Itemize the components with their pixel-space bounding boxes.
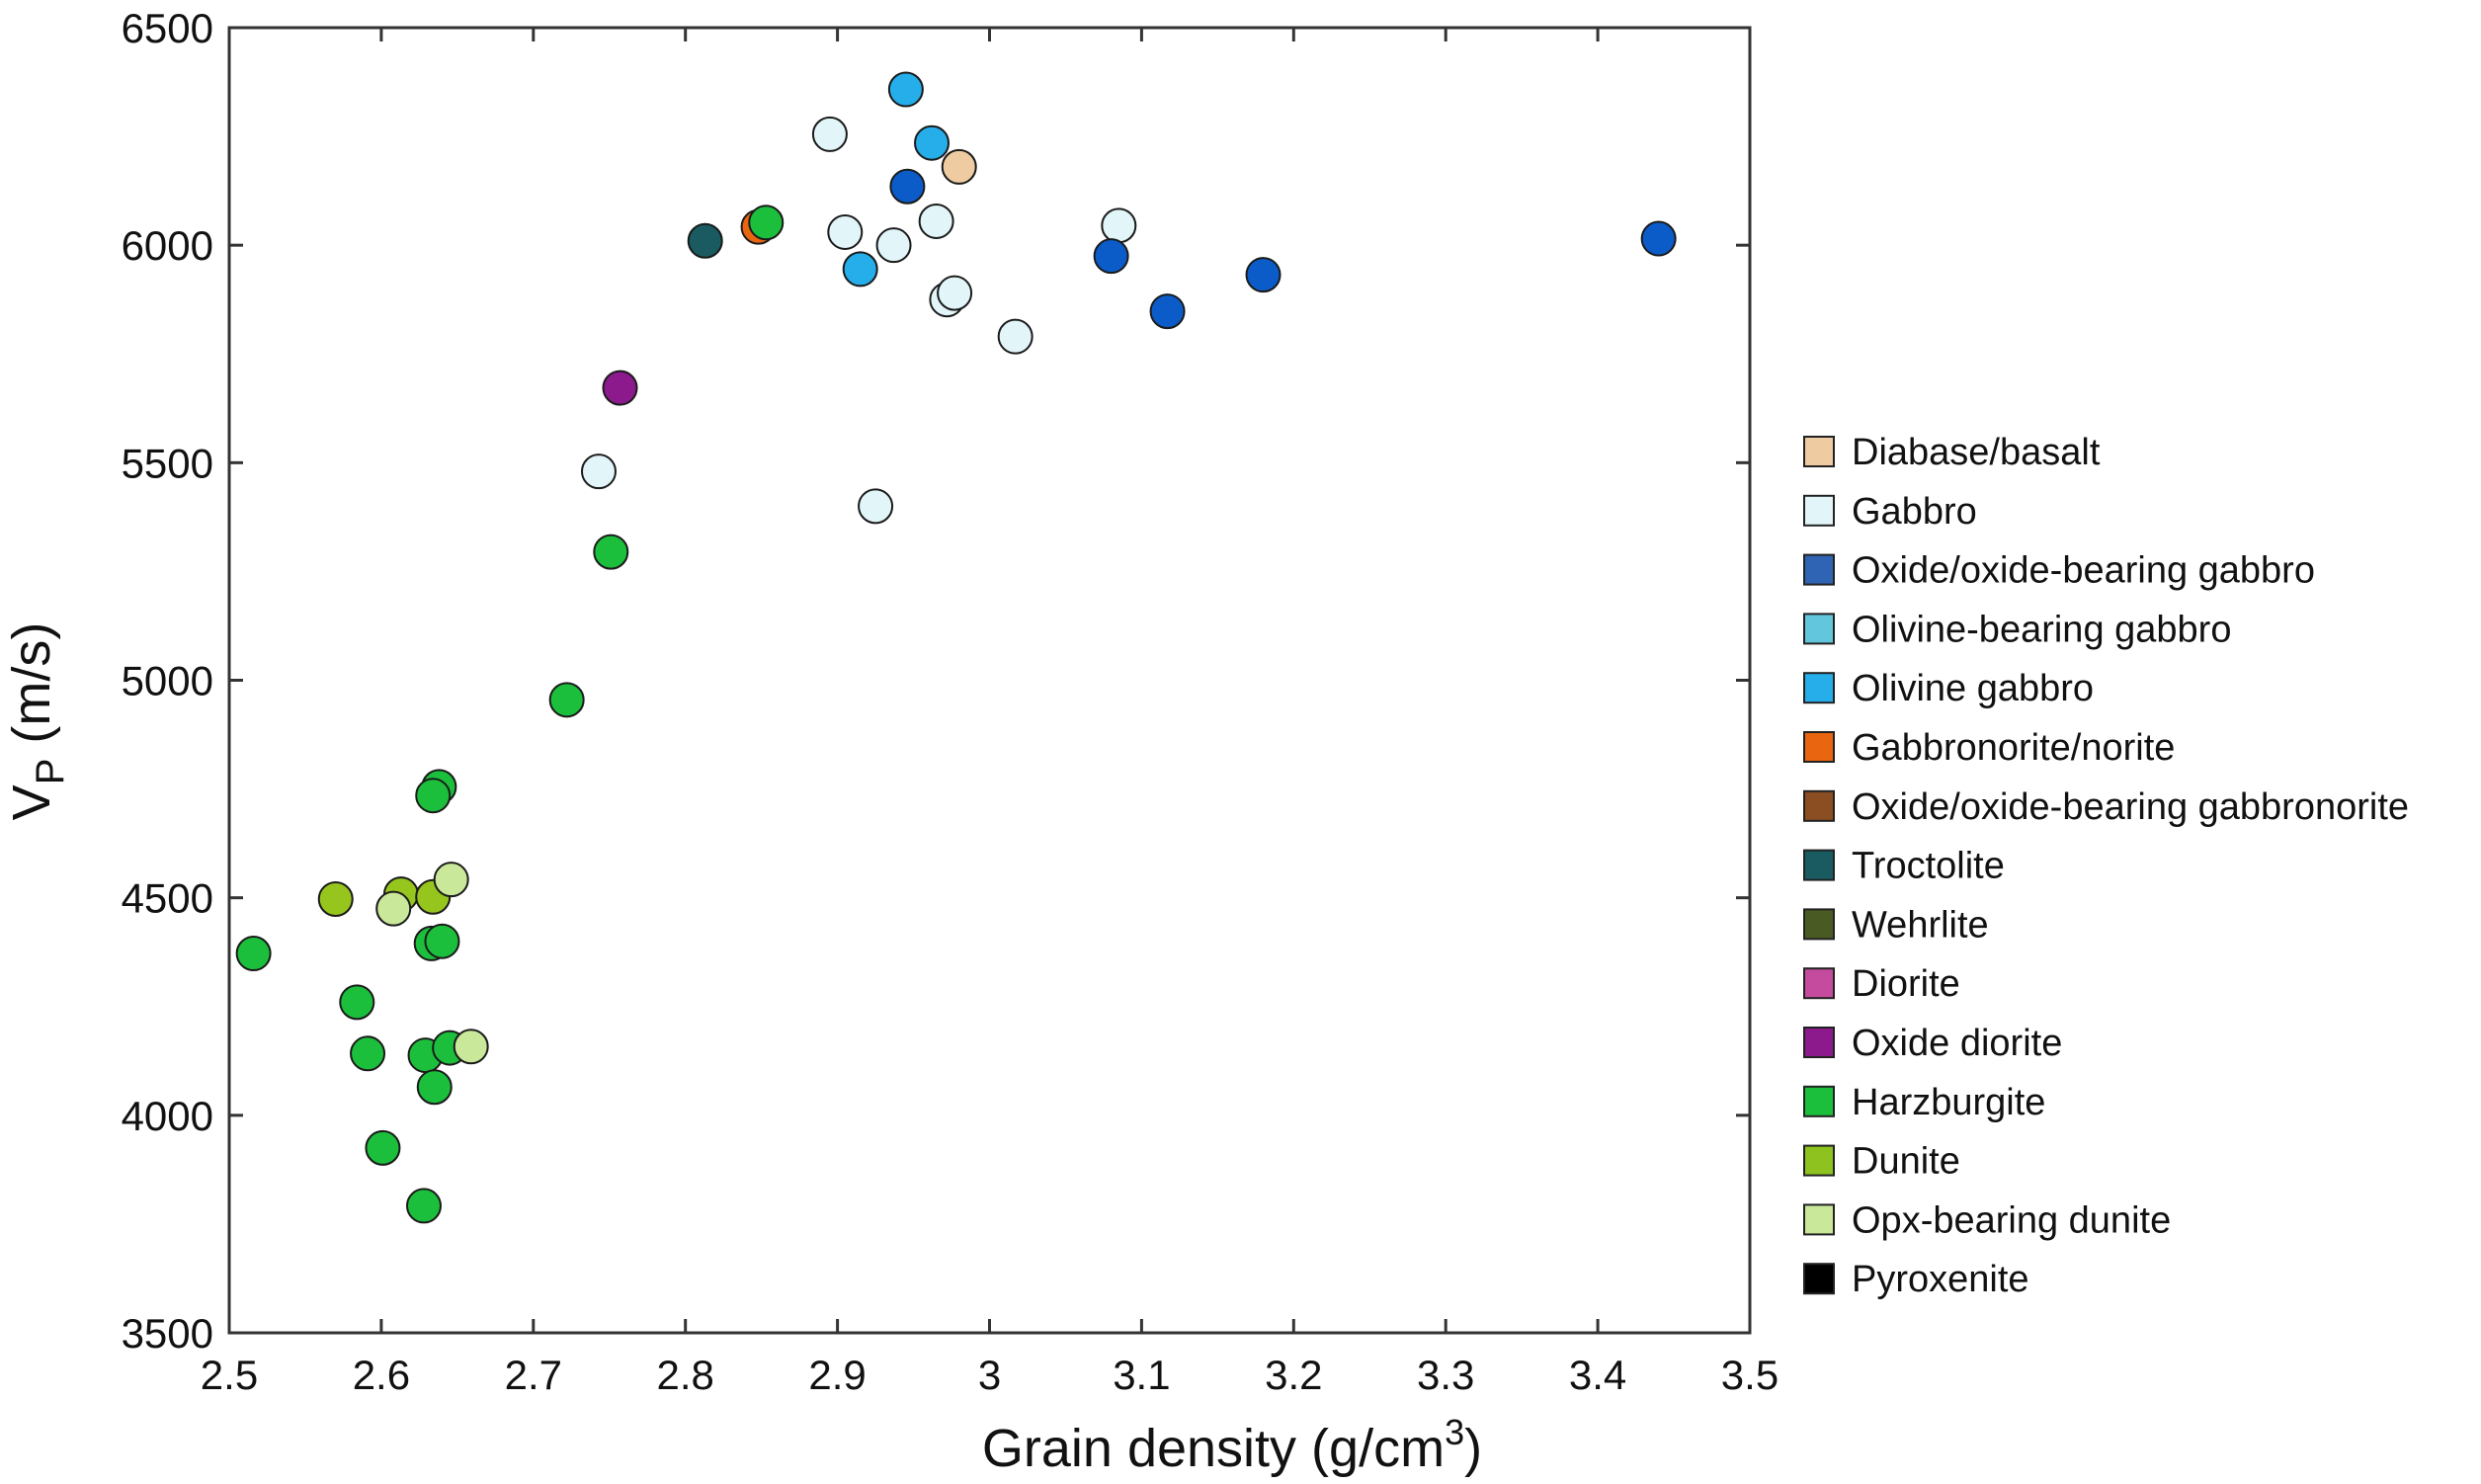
legend-label: Oxide/oxide-bearing gabbro [1852,550,2315,592]
x-tick-label: 3.2 [1265,1352,1322,1398]
legend-swatch [1803,1203,1835,1236]
data-point [997,318,1034,355]
y-tick-label: 6500 [122,5,213,51]
legend-label: Oxide/oxide-bearing gabbronorite [1852,786,2409,828]
y-axis-title: VP (m/s) [2,622,72,821]
legend-label: Dunite [1852,1141,1960,1183]
legend-swatch [1803,967,1835,1000]
data-point [548,682,585,718]
x-tick-label: 2.6 [353,1352,410,1398]
legend-label: Opx-bearing dunite [1852,1199,2171,1241]
y-tick-label: 5000 [122,658,213,704]
x-tick-label: 3.1 [1113,1352,1170,1398]
data-point [580,453,617,490]
legend-label: Troctolite [1852,846,2005,887]
data-point [1149,293,1186,330]
legend-label: Olivine-bearing gabbro [1852,609,2231,650]
data-point [1245,257,1282,293]
data-point [887,71,924,108]
data-point [889,168,926,205]
plot-area-frame [227,26,1752,1335]
legend-label: Harzburgite [1852,1082,2045,1123]
data-point [811,116,848,152]
legend-label: Diorite [1852,963,1960,1005]
legend-label: Oxide diorite [1852,1023,2062,1064]
x-tick-label: 2.7 [505,1352,562,1398]
data-point [602,370,638,406]
data-point [858,488,894,525]
x-tick-label: 2.8 [657,1352,714,1398]
data-point [687,222,723,259]
y-tick-label: 5500 [122,440,213,486]
data-point [317,880,354,917]
legend: Diabase/basalt Gabbro Oxide/oxide-bearing … [1803,432,2409,1300]
legend-swatch [1803,849,1835,881]
data-point [827,213,864,250]
legend-label: Wehrlite [1852,904,1989,946]
data-points [235,71,1677,1224]
data-point [433,862,469,898]
legend-swatch [1803,1027,1835,1058]
data-point [1101,207,1137,244]
legend-swatch [1803,553,1835,586]
x-tick-label: 2.9 [808,1352,866,1398]
data-point [914,124,951,161]
legend-label: Diabase/basalt [1852,432,2101,473]
legend-swatch [1803,1144,1835,1177]
data-point [918,203,954,239]
legend-label: Olivine gabbro [1852,668,2094,709]
legend-swatch [1803,731,1835,763]
tick-labels: 2.5 2.6 2.7 2.8 2.9 3 3.1 3.2 3.3 3.4 3.5 3500 4000 4… [122,5,1779,1398]
y-tick-label: 3500 [122,1310,213,1357]
data-point [453,1029,489,1065]
legend-swatch [1803,908,1835,941]
y-tick-label: 6000 [122,222,213,269]
data-point [375,890,412,927]
data-point [941,148,977,185]
data-point [748,205,785,241]
data-point [339,984,375,1021]
y-tick-label: 4500 [122,875,213,922]
x-tick-label: 2.5 [201,1352,258,1398]
legend-label: Gabbronorite/norite [1852,727,2175,769]
data-point [842,251,878,288]
legend-swatch [1803,672,1835,704]
data-point [1640,220,1677,257]
data-point [424,923,460,959]
legend-swatch [1803,494,1835,527]
data-point [593,534,629,570]
data-point [937,275,973,311]
x-tick-label: 3 [978,1352,1001,1398]
legend-swatch [1803,436,1835,467]
data-point [875,227,912,264]
legend-swatch [1803,1085,1835,1117]
x-tick-label: 3.3 [1417,1352,1474,1398]
x-tick-label: 3.4 [1569,1352,1626,1398]
y-tick-label: 4000 [122,1093,213,1139]
legend-swatch [1803,789,1835,822]
legend-swatch [1803,1263,1835,1295]
data-point [415,778,452,814]
data-point [365,1129,401,1166]
data-point [416,1069,453,1106]
axis-ticks [227,26,1752,1335]
data-point [235,936,272,972]
legend-label: Gabbro [1852,491,1977,533]
data-point [350,1035,386,1072]
x-axis-title: Grain density (g/cm3) [982,1412,1482,1478]
legend-label: Pyroxenite [1852,1259,2029,1300]
x-tick-label: 3.5 [1721,1352,1778,1398]
data-point [1093,238,1129,275]
data-point [405,1188,442,1224]
legend-swatch [1803,613,1835,645]
